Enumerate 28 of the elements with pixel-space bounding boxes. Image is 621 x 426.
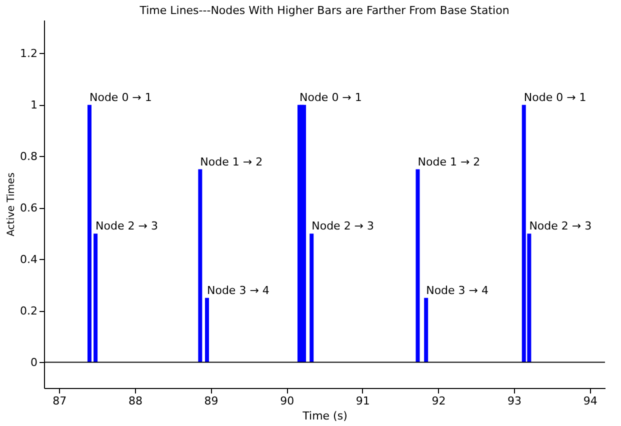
y-tick-label: 0: [30, 356, 38, 369]
y-tick-label: 0.2: [20, 304, 38, 318]
y-tick-label: 1.2: [20, 46, 38, 60]
x-tick-label: 88: [128, 394, 142, 408]
annotation: Node 2 → 3: [529, 220, 592, 233]
x-tick-label: 89: [204, 394, 218, 408]
y-tick-label: 0.6: [20, 201, 38, 214]
annotation: Node 1 → 2: [418, 155, 480, 168]
annotation: Node 3 → 4: [426, 284, 489, 297]
annotation: Node 0 → 1: [89, 90, 152, 104]
annotation: Node 0 → 1: [524, 90, 586, 104]
annotation: Node 2 → 3: [96, 220, 158, 233]
x-tick-label: 90: [280, 394, 294, 408]
y-tick-label: 0.4: [20, 252, 38, 266]
x-tick-label: 92: [432, 394, 446, 408]
annotation: Node 0 → 1: [299, 90, 362, 104]
chart-title: Time Lines---Nodes With Higher Bars are Farther From Base Station: [138, 4, 510, 17]
annotation: Node 2 → 3: [312, 220, 374, 233]
y-axis-title: Active Times: [6, 172, 18, 236]
x-tick-label: 87: [52, 394, 67, 408]
y-tick-label: 1: [30, 98, 38, 112]
x-tick-label: 93: [508, 394, 522, 408]
annotation: Node 1 → 2: [200, 155, 263, 168]
x-axis-title: Time (s): [302, 410, 348, 422]
y-tick-label: 0.8: [20, 150, 38, 163]
x-tick-label: 91: [356, 394, 370, 408]
x-tick-label: 94: [583, 394, 598, 408]
annotation: Node 3 → 4: [206, 284, 270, 297]
